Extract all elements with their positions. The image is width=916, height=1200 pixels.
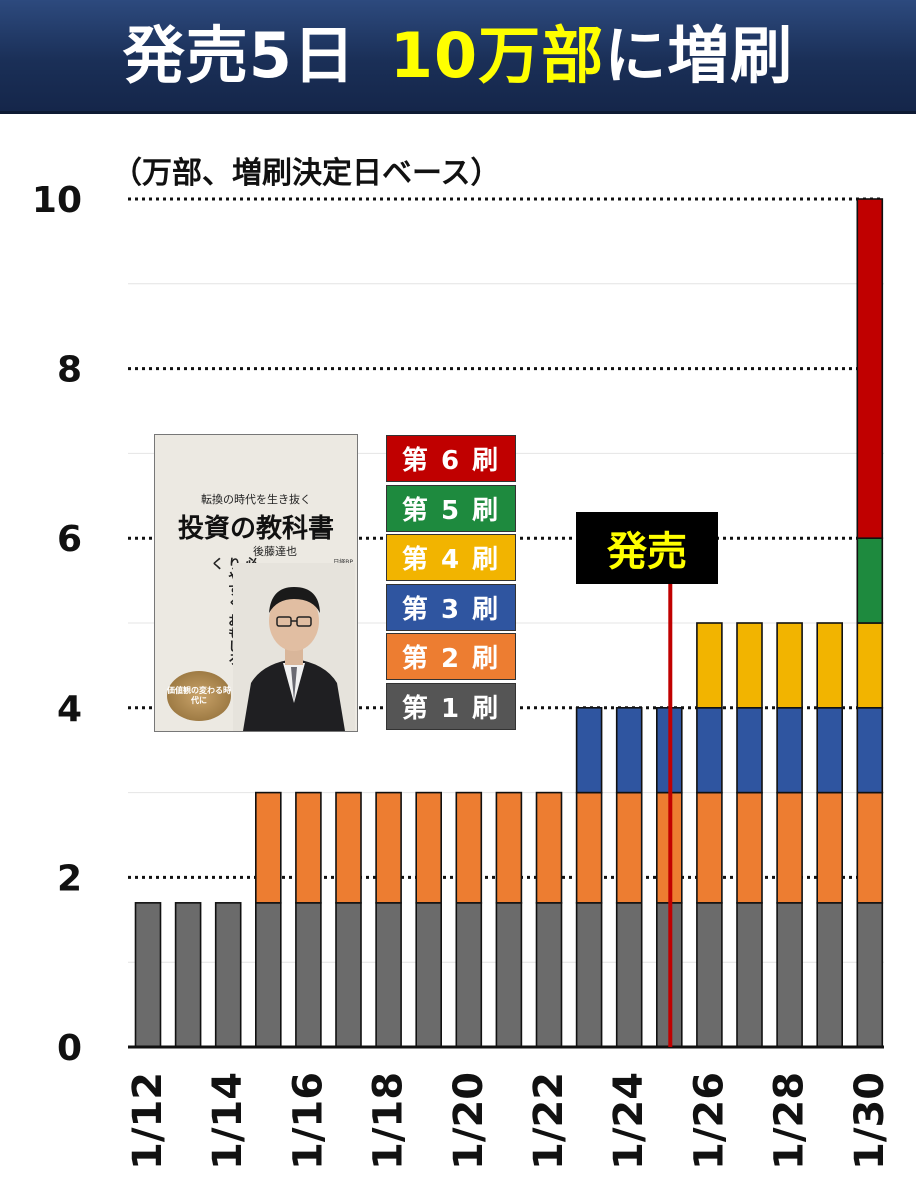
bar-segment xyxy=(856,537,884,624)
legend-item-print-3: 第 3 刷 xyxy=(386,583,516,631)
bar-segment xyxy=(214,902,242,1048)
legend-item-print-1: 第 1 刷 xyxy=(386,682,516,730)
bar-segment xyxy=(615,902,643,1048)
legend: 第 6 刷 第 5 刷 第 4 刷 第 3 刷 第 2 刷 第 1 刷 xyxy=(386,435,516,733)
legend-item-print-6: 第 6 刷 xyxy=(386,435,516,482)
title-part-reprint: に増刷 xyxy=(604,18,794,92)
x-tick-label: 1/26 xyxy=(686,1072,732,1170)
bar-segment xyxy=(736,622,763,709)
legend-item-print-2: 第 2 刷 xyxy=(386,633,516,681)
bar-segment xyxy=(455,902,483,1048)
book-author: 後藤達也 xyxy=(253,545,297,558)
bar-segment xyxy=(615,706,643,794)
author-photo xyxy=(233,563,355,731)
book-publisher: 日経BP xyxy=(333,559,353,566)
book-cover: 転換の時代を生き抜く 投資の教科書 後藤達也 日経BP 必要な知識を わかりやす… xyxy=(154,434,358,732)
bar-segment xyxy=(335,902,362,1048)
bar-segment xyxy=(856,622,884,709)
bar-segment xyxy=(696,902,723,1048)
bar-segment xyxy=(375,791,402,904)
bar-segment xyxy=(856,706,884,794)
bar-segment xyxy=(736,706,763,794)
bar-segment xyxy=(535,791,563,904)
bar-segment xyxy=(575,791,603,904)
bar-segment xyxy=(776,902,803,1048)
bar-segment xyxy=(575,706,603,794)
bar-segment xyxy=(816,791,844,904)
bar-segment xyxy=(375,902,402,1048)
book-subtitle: 転換の時代を生き抜く xyxy=(201,493,311,506)
y-tick-label: 2 xyxy=(57,858,82,899)
x-tick-label: 1/12 xyxy=(125,1072,171,1170)
bar-segment xyxy=(696,622,723,709)
bar-segment xyxy=(134,902,162,1048)
y-tick-label: 8 xyxy=(57,350,82,391)
bar-segment xyxy=(615,791,643,904)
bar-segment xyxy=(295,791,322,904)
release-label: 発売 xyxy=(576,512,718,584)
bar-segment xyxy=(335,791,362,904)
bar-segment xyxy=(816,902,844,1048)
bar-segment xyxy=(776,622,803,709)
bar-segment xyxy=(495,902,523,1048)
x-tick-label: 1/20 xyxy=(446,1072,492,1170)
title-part-days: 発売5日 xyxy=(122,18,356,92)
title-banner: 発売5日 10万部 に増刷 xyxy=(0,0,916,114)
bar-segment xyxy=(255,791,282,904)
bar-segment xyxy=(415,902,443,1048)
bar-segment xyxy=(455,791,483,904)
x-tick-label: 1/16 xyxy=(285,1072,331,1170)
bar-segment xyxy=(736,902,763,1048)
x-tick-label: 1/30 xyxy=(847,1072,893,1170)
unit-label: （万部、増刷決定日ベース） xyxy=(112,156,501,191)
book-badge: 価値観の変わる時代に xyxy=(167,671,231,721)
bar-segment xyxy=(295,902,322,1048)
bar-segment xyxy=(495,791,523,904)
book-title: 投資の教科書 xyxy=(177,514,334,544)
bar-segment xyxy=(776,706,803,794)
bar-segment xyxy=(696,706,723,794)
title-part-copies: 10万部 xyxy=(389,18,605,92)
x-tick-label: 1/18 xyxy=(366,1072,412,1170)
bar-segment xyxy=(696,791,723,904)
y-tick-label: 6 xyxy=(57,519,82,560)
bar-segment xyxy=(816,706,844,794)
bar-segment xyxy=(856,902,884,1048)
y-tick-label: 0 xyxy=(57,1028,82,1069)
bar-segment xyxy=(776,791,803,904)
legend-item-print-5: 第 5 刷 xyxy=(386,484,516,532)
x-tick-label: 1/14 xyxy=(205,1072,251,1170)
y-tick-label: 10 xyxy=(32,180,82,221)
bar-segment xyxy=(575,902,603,1048)
x-tick-label: 1/28 xyxy=(767,1072,813,1170)
bar-segment xyxy=(736,791,763,904)
bar-segment xyxy=(255,902,282,1048)
bar-segment xyxy=(856,198,884,540)
y-tick-label: 4 xyxy=(57,689,82,730)
bar-segment xyxy=(816,622,844,709)
bar-segment xyxy=(174,902,202,1048)
legend-item-print-4: 第 4 刷 xyxy=(386,534,516,582)
x-tick-label: 1/22 xyxy=(526,1072,572,1170)
x-tick-label: 1/24 xyxy=(606,1072,652,1170)
bar-segment xyxy=(535,902,563,1048)
bar-segment xyxy=(856,791,884,904)
bar-segment xyxy=(415,791,443,904)
